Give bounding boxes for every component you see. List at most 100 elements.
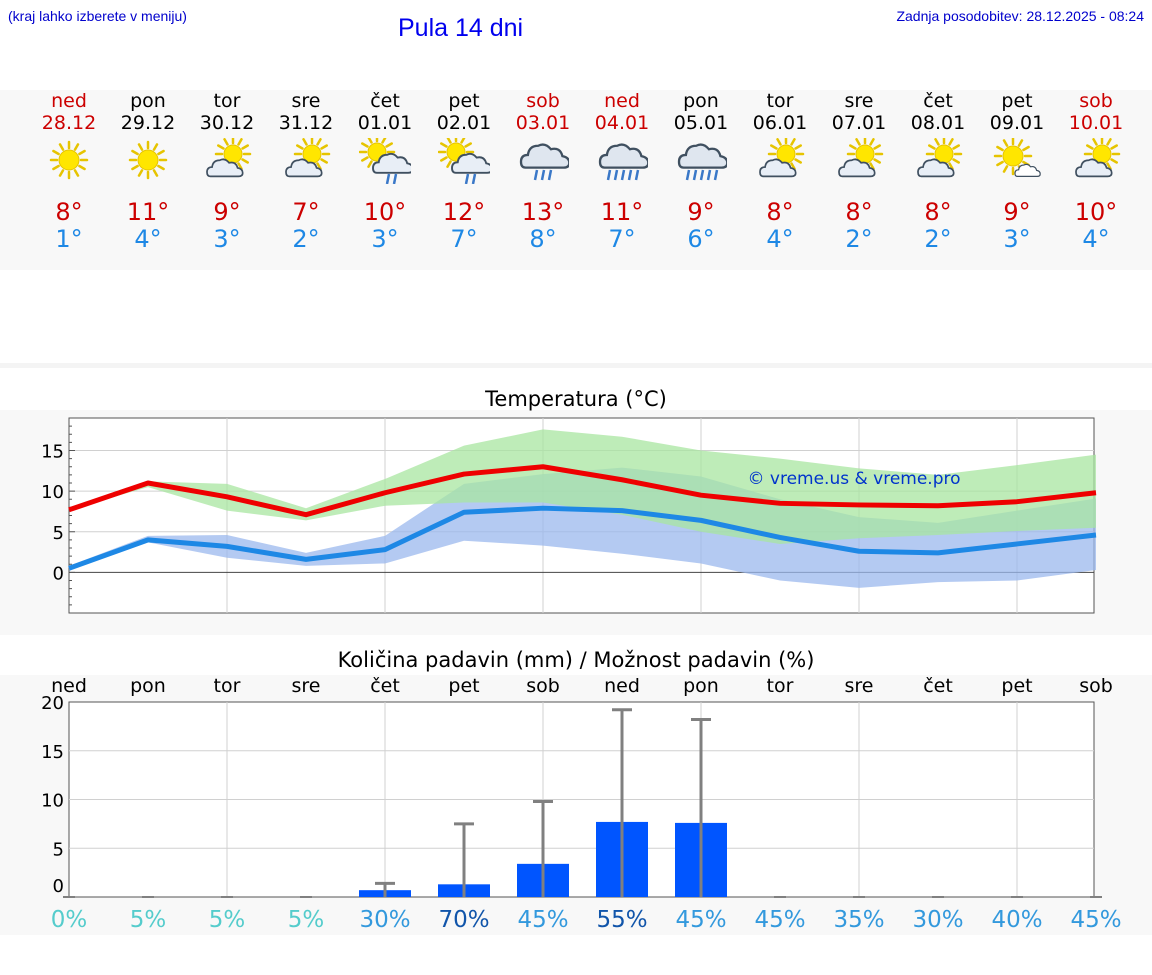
precip-probability-label: 45% — [754, 907, 805, 933]
partly-cloudy-icon — [1070, 135, 1122, 184]
temp-max: 9° — [687, 198, 715, 226]
temp-max: 7° — [292, 198, 320, 226]
temp-min: 3° — [1003, 225, 1031, 253]
cloud-shape — [677, 143, 729, 169]
sun-cloud-rain-icon — [437, 133, 493, 185]
day-name: pet — [1001, 90, 1033, 112]
divider — [0, 363, 1152, 368]
precip-probability-label: 45% — [675, 907, 726, 933]
day-name: tor — [766, 90, 794, 112]
precip-probability-label: 40% — [991, 907, 1042, 933]
y-tick-label: 10 — [41, 791, 64, 812]
partly-cloudy-icon — [754, 135, 806, 184]
rain-shape — [606, 169, 640, 181]
day-date: 10.01 — [1068, 112, 1124, 134]
partly-cloudy-icon — [912, 135, 964, 184]
day-name: pon — [130, 90, 166, 112]
y-tick-label: 15 — [41, 442, 64, 463]
day-date: 28.12 — [41, 112, 97, 134]
location-hint: (kraj lahko izberete v meniju) — [8, 8, 187, 24]
temp-max: 12° — [442, 198, 486, 226]
forecast-strip: ned 28.12 8° 1° pon 29.12 11° 4° tor 30.12… — [0, 90, 1152, 270]
precip-probability-label: 5% — [288, 907, 325, 933]
day-date: 31.12 — [278, 112, 334, 134]
y-tick-label: 15 — [41, 742, 64, 763]
sun-small-cloud-icon — [991, 136, 1043, 184]
temp-max: 11° — [126, 198, 170, 226]
precip-probability-label: 70% — [438, 907, 489, 933]
cloud-shape — [206, 158, 244, 178]
precip-probability-label: 30% — [359, 907, 410, 933]
precip-probability-label: 0% — [51, 907, 88, 933]
temp-min: 2° — [292, 225, 320, 253]
x-day-label: sob — [1079, 675, 1113, 697]
x-day-label: tor — [214, 675, 241, 697]
precip-probability-label: 30% — [912, 907, 963, 933]
sun-cloud-rain-icon — [358, 133, 414, 185]
precipitation-chart-title: Količina padavin (mm) / Možnost padavin … — [337, 648, 815, 672]
y-tick-label: 0 — [53, 563, 64, 584]
temp-max: 9° — [213, 198, 241, 226]
cloud-shape — [917, 158, 955, 178]
rain-shape — [464, 173, 477, 185]
day-date: 30.12 — [199, 112, 255, 134]
sun-shape — [128, 140, 168, 180]
partly-cloudy-icon — [280, 135, 332, 184]
x-day-label: ned — [51, 675, 87, 697]
day-date: 09.01 — [989, 112, 1045, 134]
sun-shape — [49, 140, 89, 180]
temp-min: 7° — [608, 225, 636, 253]
cloud-shape — [598, 143, 650, 169]
x-day-label: čet — [923, 675, 953, 697]
x-day-label: sre — [292, 675, 321, 697]
rain-shape — [685, 169, 719, 181]
sunny-icon — [43, 138, 95, 184]
x-day-label: pet — [1001, 675, 1032, 697]
day-date: 06.01 — [752, 112, 808, 134]
cloud-heavy-rain-icon — [596, 138, 650, 184]
temp-max: 10° — [363, 198, 407, 226]
day-date: 05.01 — [673, 112, 729, 134]
last-updated: Zadnja posodobitev: 28.12.2025 - 08:24 — [896, 8, 1144, 24]
precip-probability-label: 55% — [596, 907, 647, 933]
y-tick-label: 0 — [53, 876, 64, 897]
temp-min: 4° — [1082, 225, 1110, 253]
temp-min: 2° — [924, 225, 952, 253]
y-tick-label: 5 — [53, 839, 64, 860]
day-name: čet — [370, 90, 400, 112]
cloud-rain-icon — [517, 138, 571, 184]
temp-min: 6° — [687, 225, 715, 253]
x-day-label: sre — [845, 675, 874, 697]
cloud-shape — [838, 158, 876, 178]
temp-min: 1° — [55, 225, 83, 253]
precip-probability-label: 45% — [517, 907, 568, 933]
temp-max: 8° — [55, 198, 83, 226]
cloud-shape — [285, 158, 323, 178]
day-name: ned — [51, 90, 87, 112]
sunny-icon — [122, 138, 174, 184]
x-day-label: sob — [526, 675, 560, 697]
day-date: 01.01 — [357, 112, 413, 134]
day-date: 07.01 — [831, 112, 887, 134]
precip-probability-label: 45% — [1070, 907, 1121, 933]
day-date: 03.01 — [515, 112, 571, 134]
temp-min: 8° — [529, 225, 557, 253]
day-date: 04.01 — [594, 112, 650, 134]
temp-max: 11° — [600, 198, 644, 226]
temp-max: 10° — [1074, 198, 1118, 226]
cloud-shape — [1075, 158, 1113, 178]
precip-probability-label: 35% — [833, 907, 884, 933]
day-name: ned — [604, 90, 640, 112]
day-name: sob — [526, 90, 560, 112]
watermark: © vreme.us & vreme.pro — [747, 469, 960, 489]
cloud-heavy-rain-icon — [675, 138, 729, 184]
temp-max: 8° — [766, 198, 794, 226]
rain-shape — [533, 169, 553, 181]
day-name: čet — [923, 90, 953, 112]
page-title: Pula 14 dni — [398, 14, 524, 42]
temperature-chart-title: Temperatura (°C) — [485, 387, 667, 411]
partly-cloudy-icon — [201, 135, 253, 184]
x-day-label: pon — [130, 675, 166, 697]
max-temp-line — [68, 464, 1097, 518]
